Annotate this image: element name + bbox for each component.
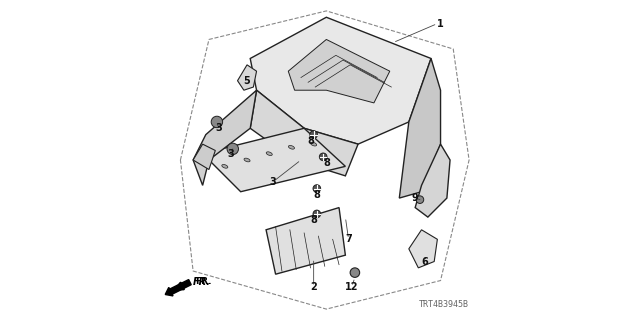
Text: 8: 8 <box>310 215 317 225</box>
Text: 8: 8 <box>307 136 314 146</box>
Text: 3: 3 <box>269 177 276 187</box>
Text: 2: 2 <box>310 282 317 292</box>
Text: 3: 3 <box>215 123 222 133</box>
Ellipse shape <box>266 152 272 156</box>
Polygon shape <box>266 208 346 274</box>
Circle shape <box>319 153 327 161</box>
Polygon shape <box>250 17 431 144</box>
Circle shape <box>313 185 321 192</box>
Ellipse shape <box>310 142 317 146</box>
Text: 9: 9 <box>412 193 419 203</box>
Circle shape <box>211 116 223 128</box>
Circle shape <box>310 131 317 139</box>
Polygon shape <box>409 230 437 268</box>
Ellipse shape <box>289 146 294 149</box>
Polygon shape <box>193 144 215 170</box>
Text: 1: 1 <box>437 19 444 28</box>
Circle shape <box>227 143 239 155</box>
Text: 8: 8 <box>314 190 320 200</box>
Circle shape <box>350 268 360 277</box>
Text: TRT4B3945B: TRT4B3945B <box>419 300 469 309</box>
Text: 7: 7 <box>345 234 352 244</box>
Text: 3: 3 <box>228 149 234 159</box>
Polygon shape <box>399 59 440 198</box>
Text: FR.: FR. <box>195 277 211 286</box>
Text: 6: 6 <box>421 257 428 267</box>
Ellipse shape <box>222 164 228 168</box>
Circle shape <box>416 196 424 204</box>
Text: 8: 8 <box>323 158 330 168</box>
Polygon shape <box>415 144 450 217</box>
Text: 12: 12 <box>345 282 358 292</box>
Text: 5: 5 <box>244 76 250 86</box>
Polygon shape <box>250 90 358 176</box>
Text: FR.: FR. <box>193 277 211 287</box>
Polygon shape <box>288 39 390 103</box>
Polygon shape <box>193 90 257 185</box>
FancyArrow shape <box>165 280 191 296</box>
Polygon shape <box>203 128 346 192</box>
Polygon shape <box>237 65 257 90</box>
Circle shape <box>313 210 321 218</box>
Ellipse shape <box>244 158 250 162</box>
